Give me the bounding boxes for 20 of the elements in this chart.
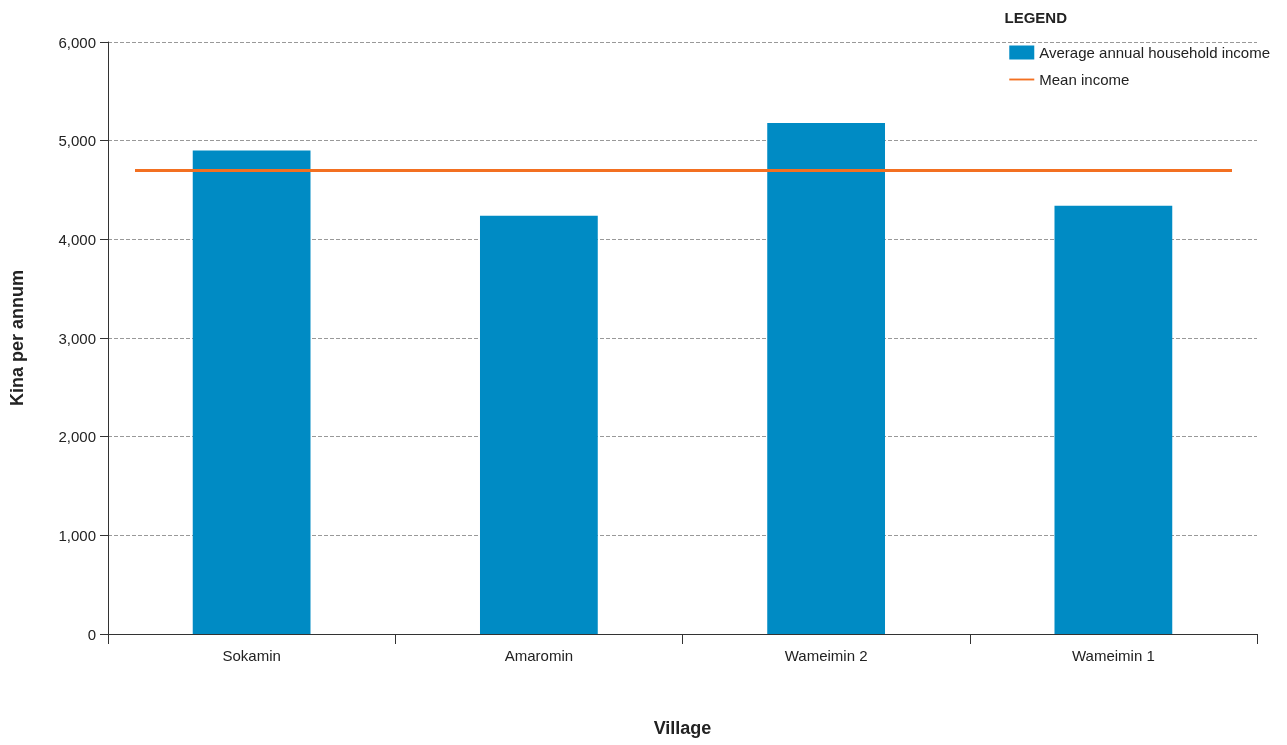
y-tick-label: 6,000 (58, 33, 96, 51)
y-tick-label: 5,000 (58, 132, 96, 150)
x-tick-label: Wameimin 2 (784, 647, 868, 664)
y-axis-title: Kina per annum (7, 269, 27, 407)
x-tick-label: Wameimin 1 (1071, 647, 1155, 664)
bar (192, 150, 311, 634)
y-tick-label: 0 (87, 625, 96, 643)
legend-label: Mean income (1039, 71, 1130, 88)
x-tick-label: Amaromin (504, 647, 574, 664)
x-tick-label: Sokamin (222, 647, 281, 664)
y-tick-label: 3,000 (58, 329, 96, 347)
bar (1054, 205, 1173, 634)
bar (767, 122, 886, 634)
x-axis-title: Village (653, 718, 712, 738)
y-tick-label: 2,000 (58, 428, 96, 446)
legend-label: Average annual household income (1039, 44, 1271, 61)
legend-title: LEGEND (1004, 9, 1068, 26)
bar (479, 215, 598, 634)
y-tick-label: 4,000 (58, 230, 96, 248)
y-tick-label: 1,000 (58, 526, 96, 544)
